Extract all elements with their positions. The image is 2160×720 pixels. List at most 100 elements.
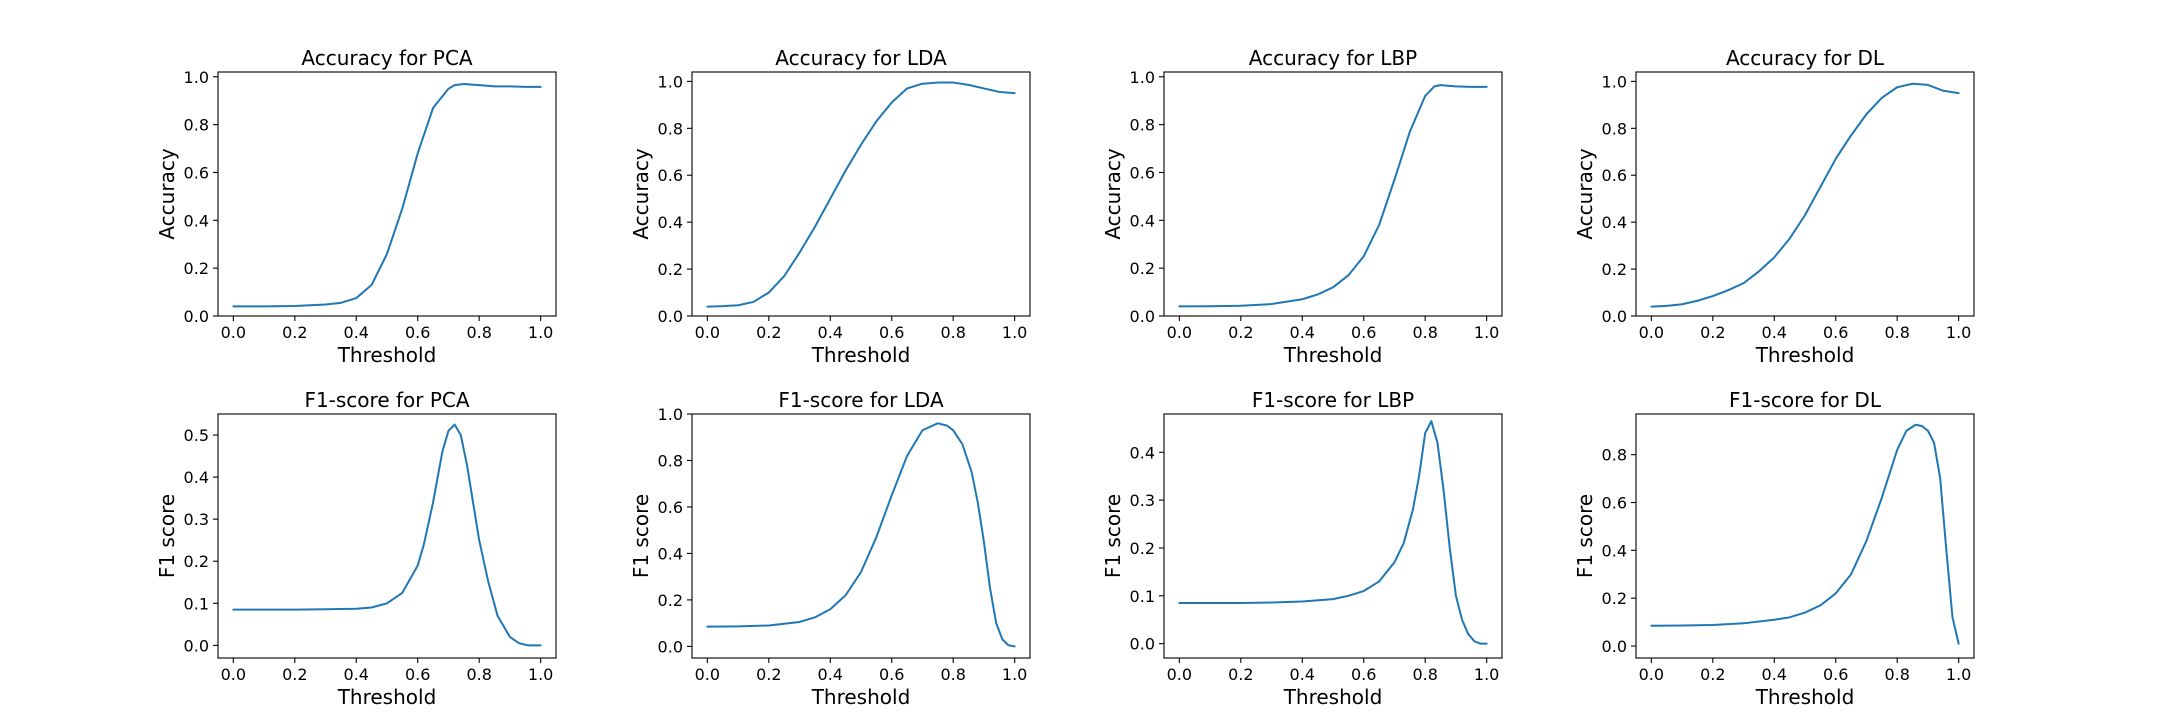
x-tick-label: 0.0 xyxy=(695,665,720,684)
y-tick-label: 0.0 xyxy=(1130,635,1155,654)
plot-frame xyxy=(691,413,1031,659)
y-axis-label: Accuracy xyxy=(155,148,179,239)
x-tick-label: 1.0 xyxy=(1474,323,1499,342)
x-axis-label: Threshold xyxy=(811,685,911,709)
x-tick-label: 0.4 xyxy=(818,323,843,342)
x-tick-label: 1.0 xyxy=(1002,665,1027,684)
plot-frame xyxy=(1163,413,1503,659)
chart-panel-5: 0.0 0.2 0.4 0.6 0.8 1.0 0.0 0.1 0.2 0.3 0.4 0.5 F1-s… xyxy=(155,388,557,709)
chart-panel-4: 0.0 0.2 0.4 0.6 0.8 1.0 0.0 0.2 0.4 0.6 0.8 1.0 Accu… xyxy=(1573,46,1975,367)
x-tick-label: 0.2 xyxy=(282,665,307,684)
y-tick-label: 1.0 xyxy=(658,405,683,424)
x-tick-label: 0.0 xyxy=(695,323,720,342)
y-axis-label: Accuracy xyxy=(1573,148,1597,239)
x-tick-label: 0.2 xyxy=(1700,323,1725,342)
x-tick-label: 0.6 xyxy=(879,323,904,342)
y-tick-label: 0.6 xyxy=(658,166,683,185)
y-tick-label: 0.8 xyxy=(184,116,209,135)
series-line xyxy=(1178,420,1488,645)
x-axis-label: Threshold xyxy=(1283,343,1383,367)
x-tick-label: 0.4 xyxy=(344,323,369,342)
x-tick-label: 0.2 xyxy=(1228,323,1253,342)
x-tick-label: 0.2 xyxy=(756,665,781,684)
y-tick-label: 1.0 xyxy=(184,68,209,87)
x-tick-label: 1.0 xyxy=(1474,665,1499,684)
y-axis-label: F1 score xyxy=(1101,494,1125,578)
x-tick-label: 0.8 xyxy=(466,323,491,342)
y-tick-label: 0.6 xyxy=(184,163,209,182)
chart-title: Accuracy for PCA xyxy=(301,46,473,70)
x-tick-label: 0.4 xyxy=(1290,323,1315,342)
x-axis-label: Threshold xyxy=(1755,685,1855,709)
chart-panel-8: 0.0 0.2 0.4 0.6 0.8 1.0 0.0 0.2 0.4 0.6 0.8 F1-scor… xyxy=(1573,388,1975,709)
y-tick-label: 0.4 xyxy=(1602,213,1627,232)
y-tick-label: 1.0 xyxy=(1602,72,1627,91)
y-tick-label: 0.0 xyxy=(1602,637,1627,656)
y-tick-label: 0.0 xyxy=(1130,307,1155,326)
x-axis-label: Threshold xyxy=(811,343,911,367)
chart-title: Accuracy for LBP xyxy=(1249,46,1417,70)
x-tick-label: 0.2 xyxy=(282,323,307,342)
x-tick-label: 0.4 xyxy=(344,665,369,684)
y-tick-label: 0.2 xyxy=(184,552,209,571)
y-tick-label: 0.4 xyxy=(1130,443,1155,462)
y-tick-label: 0.8 xyxy=(1130,116,1155,135)
y-tick-label: 0.0 xyxy=(1602,307,1627,326)
y-tick-label: 0.2 xyxy=(1130,259,1155,278)
y-tick-label: 0.4 xyxy=(1602,541,1627,560)
x-tick-label: 0.4 xyxy=(1290,665,1315,684)
y-tick-label: 0.2 xyxy=(658,260,683,279)
x-tick-label: 0.6 xyxy=(1823,323,1848,342)
y-tick-label: 0.0 xyxy=(658,307,683,326)
chart-panel-3: 0.0 0.2 0.4 0.6 0.8 1.0 0.0 0.2 0.4 0.6 0.8 1.0 Accu… xyxy=(1101,46,1503,367)
y-tick-label: 0.2 xyxy=(1602,260,1627,279)
y-tick-label: 0.8 xyxy=(1602,119,1627,138)
x-tick-label: 0.6 xyxy=(1351,323,1376,342)
series-line xyxy=(706,81,1016,308)
x-tick-label: 0.4 xyxy=(818,665,843,684)
x-tick-label: 1.0 xyxy=(528,665,553,684)
chart-title: Accuracy for LDA xyxy=(775,46,947,70)
y-tick-label: 0.0 xyxy=(184,636,209,655)
x-tick-label: 0.0 xyxy=(1167,665,1192,684)
y-tick-label: 0.5 xyxy=(184,426,209,445)
chart-title: F1-score for PCA xyxy=(304,388,469,412)
y-tick-label: 0.0 xyxy=(184,307,209,326)
x-axis-label: Threshold xyxy=(337,685,437,709)
x-axis-label: Threshold xyxy=(337,343,437,367)
x-tick-label: 1.0 xyxy=(1002,323,1027,342)
y-tick-label: 0.6 xyxy=(1130,163,1155,182)
x-tick-label: 0.0 xyxy=(221,323,246,342)
series-line xyxy=(1650,82,1960,308)
y-tick-label: 0.8 xyxy=(1602,446,1627,465)
x-tick-label: 0.6 xyxy=(405,323,430,342)
y-tick-label: 0.0 xyxy=(658,637,683,656)
y-tick-label: 0.2 xyxy=(658,591,683,610)
y-tick-label: 0.1 xyxy=(184,594,209,613)
series-line xyxy=(1178,84,1488,308)
y-axis-label: F1 score xyxy=(629,494,653,578)
chart-title: F1-score for LBP xyxy=(1252,388,1414,412)
x-tick-label: 0.4 xyxy=(1762,665,1787,684)
x-tick-label: 0.6 xyxy=(1823,665,1848,684)
y-tick-label: 0.4 xyxy=(1130,211,1155,230)
y-tick-label: 0.8 xyxy=(658,119,683,138)
y-tick-label: 0.3 xyxy=(184,510,209,529)
x-tick-label: 0.6 xyxy=(1351,665,1376,684)
x-tick-label: 0.6 xyxy=(879,665,904,684)
x-tick-label: 0.6 xyxy=(405,665,430,684)
series-line xyxy=(706,422,1016,648)
y-axis-label: F1 score xyxy=(1573,494,1597,578)
plot-frame xyxy=(1635,71,1975,317)
y-tick-label: 0.4 xyxy=(184,468,209,487)
x-tick-label: 0.0 xyxy=(221,665,246,684)
x-tick-label: 0.8 xyxy=(940,665,965,684)
y-tick-label: 0.8 xyxy=(658,451,683,470)
y-tick-label: 0.2 xyxy=(1130,539,1155,558)
x-tick-label: 0.2 xyxy=(1228,665,1253,684)
x-tick-label: 0.0 xyxy=(1639,665,1664,684)
x-tick-label: 0.2 xyxy=(756,323,781,342)
x-tick-label: 0.8 xyxy=(1884,665,1909,684)
chart-panel-7: 0.0 0.2 0.4 0.6 0.8 1.0 0.0 0.1 0.2 0.3 0.4 F1-scor… xyxy=(1101,388,1503,709)
